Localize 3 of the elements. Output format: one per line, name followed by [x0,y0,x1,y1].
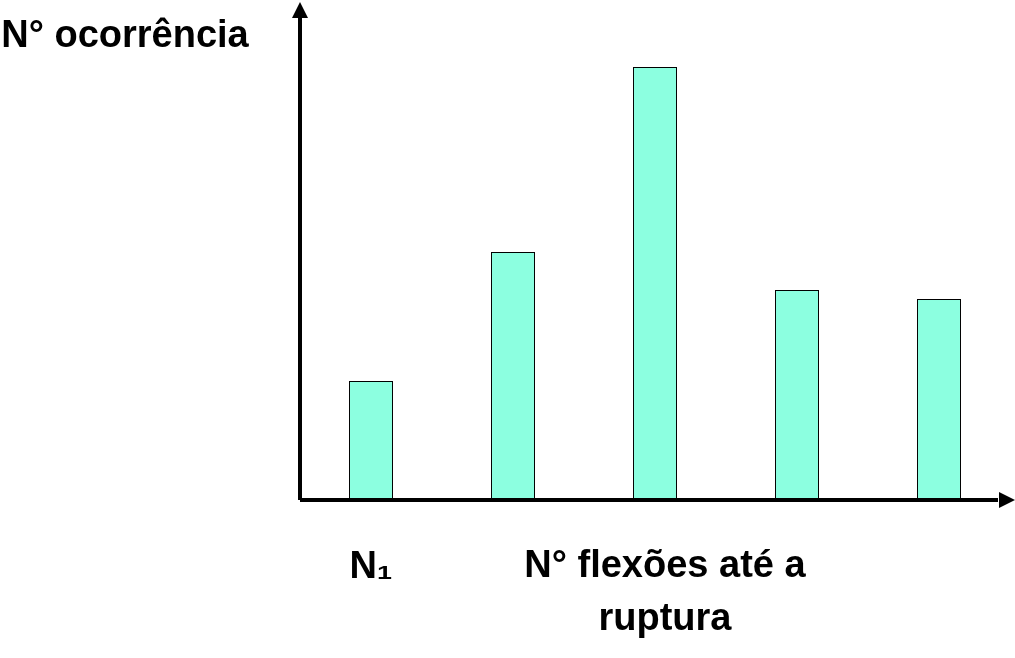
y-axis-title: N° ocorrência [0,12,250,57]
x-tick-label: N₁ [349,544,393,587]
x-axis-title: N° flexões até a ruptura [523,542,807,641]
